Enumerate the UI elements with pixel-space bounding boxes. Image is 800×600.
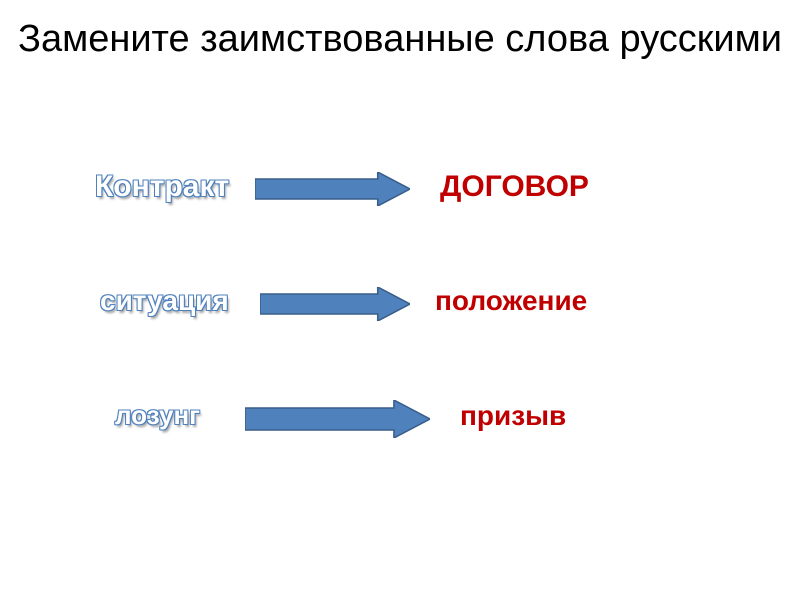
borrowed-word: лозунг [115,400,200,431]
slide: Замените заимствованные слова русскими К… [0,0,800,600]
russian-word: ДОГОВОР [440,170,589,204]
arrow-icon [245,400,430,438]
borrowed-word: Контракт [95,170,229,204]
borrowed-word: ситуация [100,285,229,317]
arrow-icon [255,172,410,206]
word-row-1: ситуация положение [0,285,800,365]
word-row-0: Контракт ДОГОВОР [0,170,800,250]
arrow-icon [260,287,410,321]
word-row-2: лозунг призыв [0,400,800,480]
slide-title: Замените заимствованные слова русскими [0,18,800,62]
russian-word: призыв [460,400,566,432]
russian-word: положение [435,285,587,317]
